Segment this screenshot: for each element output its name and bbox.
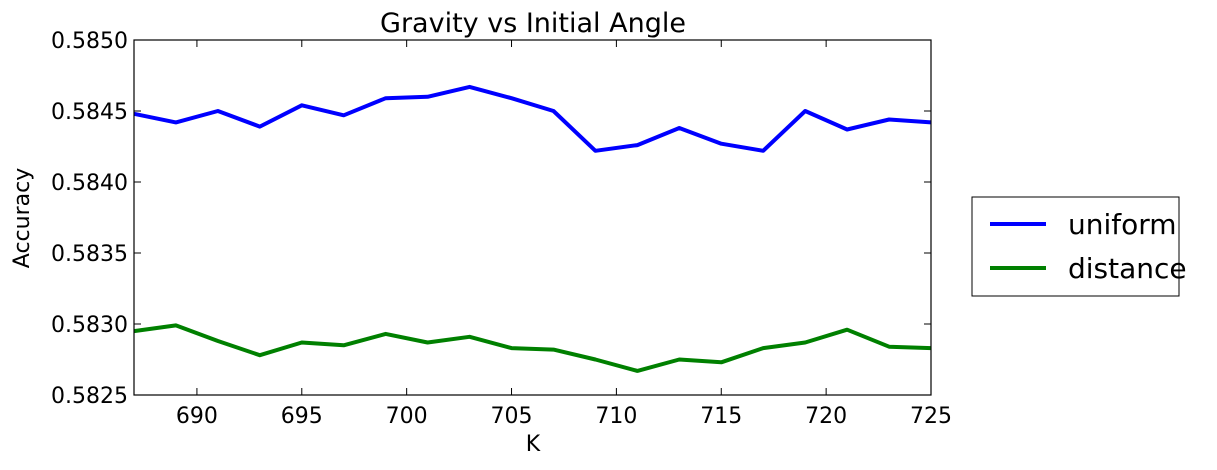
- plot-area-frame: [133, 39, 932, 396]
- plot-lines: [133, 84, 932, 373]
- x-axis-ticks: 690 695 700 705 710 715 720 725: [176, 40, 952, 429]
- legend-label-uniform: uniform: [1068, 208, 1177, 241]
- x-tick-label: 695: [281, 404, 323, 429]
- chart-title: Gravity vs Initial Angle: [380, 8, 686, 39]
- legend-box: [971, 196, 1180, 297]
- series-line-uniform: [133, 84, 932, 153]
- y-tick-label: 0.5850: [51, 29, 128, 54]
- x-tick-label: 705: [491, 404, 533, 429]
- x-tick-label: 720: [805, 404, 847, 429]
- y-axis-label: Accuracy: [10, 168, 35, 268]
- x-tick-label: 725: [910, 404, 952, 429]
- legend: uniform distance: [971, 196, 1187, 297]
- legend-label-distance: distance: [1068, 252, 1187, 285]
- x-axis-label: K: [526, 432, 541, 457]
- x-tick-label: 710: [595, 404, 637, 429]
- y-tick-label: 0.5835: [51, 242, 128, 267]
- y-tick-label: 0.5830: [51, 313, 128, 338]
- y-tick-label: 0.5845: [51, 100, 128, 125]
- y-tick-label: 0.5825: [51, 384, 128, 409]
- x-tick-label: 690: [176, 404, 218, 429]
- y-axis-ticks: 0.5825 0.5830 0.5835 0.5840 0.5845 0.5850: [51, 29, 931, 409]
- y-tick-label: 0.5840: [51, 171, 128, 196]
- x-tick-label: 700: [386, 404, 428, 429]
- x-tick-label: 715: [700, 404, 742, 429]
- series-line-distance: [133, 323, 932, 373]
